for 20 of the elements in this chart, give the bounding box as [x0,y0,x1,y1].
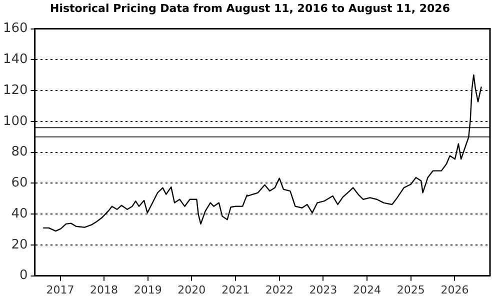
y-tick-label: 60 [11,176,28,191]
y-tick-label: 100 [2,114,28,129]
x-tick-label: 2022 [265,283,294,296]
x-tick-label: 2018 [90,283,118,296]
y-tick-label: 140 [2,52,28,68]
y-tick-label: 40 [11,206,28,222]
y-tick-label: 160 [2,21,28,36]
x-tick-label: 2024 [352,283,381,296]
y-tick-label: 20 [11,237,28,252]
x-tick-label: 2026 [440,283,469,296]
x-tick-label: 2025 [396,283,425,296]
x-tick-label: 2020 [178,283,206,296]
y-tick-label: 120 [2,82,28,98]
x-tick-label: 2019 [134,283,162,296]
y-tick-label: 0 [20,268,28,284]
x-tick-label: 2017 [46,283,74,296]
x-tick-label: 2021 [222,283,250,296]
y-tick-label: 80 [11,144,28,160]
chart-title: Historical Pricing Data from August 11, 2016 to August 11, 2026 [49,1,451,17]
x-tick-label: 2023 [309,283,338,296]
